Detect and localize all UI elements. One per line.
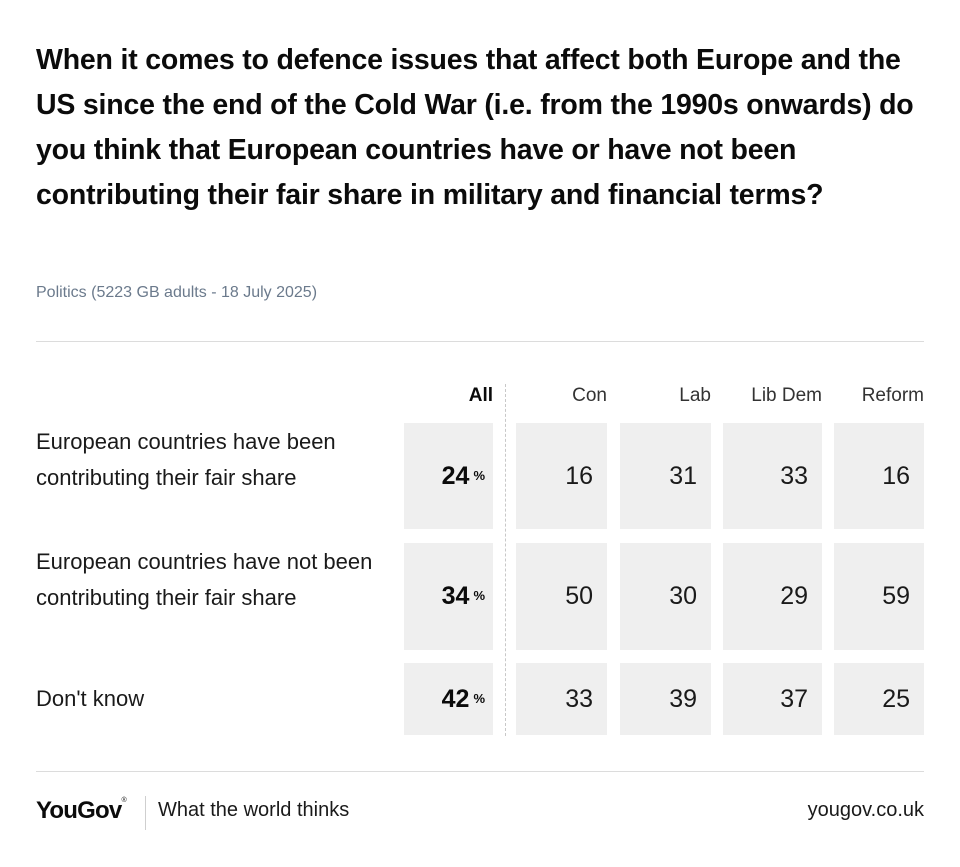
- value-cell-all: 24%: [404, 423, 493, 529]
- cell-value: 16: [565, 461, 593, 490]
- percent-sign: %: [473, 467, 485, 483]
- percent-sign: %: [473, 690, 485, 706]
- all-column-divider: [505, 384, 506, 736]
- row-label: European countries have been contributin…: [36, 429, 336, 490]
- cell-value: 24: [441, 461, 470, 490]
- value-cell-lab: 31: [620, 423, 711, 529]
- footer-tagline: What the world thinks: [158, 799, 350, 821]
- column-header-all: All: [468, 385, 493, 406]
- footer-url: yougov.co.uk: [807, 799, 924, 821]
- value-cell-lib-dem: 37: [723, 663, 822, 735]
- cell-value: 25: [882, 684, 910, 713]
- column-header-con: Con: [572, 385, 607, 406]
- value-cell-reform: 25: [834, 663, 924, 735]
- row-label: Don't know: [36, 686, 145, 711]
- top-rule: [36, 341, 924, 342]
- chart-subtitle: Politics (5223 GB adults - 18 July 2025): [36, 284, 318, 301]
- column-header-lib-dem: Lib Dem: [751, 385, 822, 406]
- column-header-reform: Reform: [861, 385, 924, 406]
- cell-value: 42: [441, 684, 470, 713]
- yougov-logo: YouGov®: [36, 797, 127, 824]
- column-header-lab: Lab: [679, 385, 711, 406]
- value-cell-con: 16: [516, 423, 607, 529]
- value-cell-lib-dem: 33: [723, 423, 822, 529]
- value-cell-lab: 39: [620, 663, 711, 735]
- chart-title: When it comes to defence issues that aff…: [36, 44, 914, 211]
- cell-value: 39: [669, 684, 697, 713]
- cell-value: 50: [565, 582, 593, 610]
- value-cell-all: 34%: [404, 543, 493, 650]
- value-cell-con: 50: [516, 543, 607, 650]
- footer-separator: [145, 796, 146, 830]
- value-cell-con: 33: [516, 663, 607, 735]
- cell-value: 31: [669, 461, 697, 490]
- percent-sign: %: [473, 588, 485, 603]
- row-label: European countries have not been contrib…: [36, 549, 373, 610]
- cell-value: 59: [882, 582, 910, 610]
- value-cell-reform: 16: [834, 423, 924, 529]
- bottom-rule: [36, 771, 924, 772]
- cell-value: 16: [882, 461, 910, 490]
- cell-value: 33: [780, 461, 808, 490]
- cell-value: 29: [780, 582, 808, 610]
- value-cell-lib-dem: 29: [723, 543, 822, 650]
- cell-value: 37: [780, 684, 808, 713]
- cell-value: 33: [565, 684, 593, 713]
- value-cell-all: 42%: [404, 663, 493, 735]
- value-cell-lab: 30: [620, 543, 711, 650]
- cell-value: 30: [669, 582, 697, 610]
- cell-value: 34: [441, 582, 470, 610]
- value-cell-reform: 59: [834, 543, 924, 650]
